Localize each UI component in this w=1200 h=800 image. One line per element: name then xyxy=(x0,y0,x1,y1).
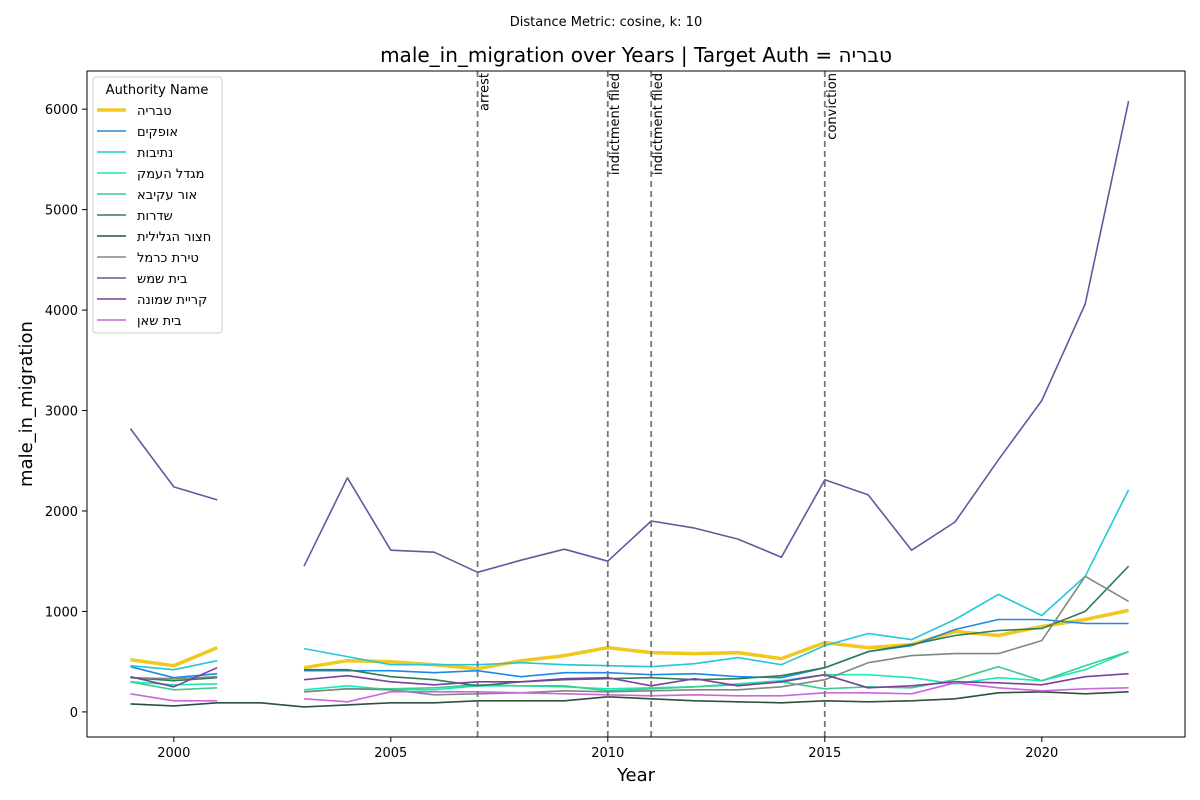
series-line xyxy=(130,618,1129,679)
x-tick-label: 2015 xyxy=(808,746,841,761)
event-label: indictment filed xyxy=(608,73,623,175)
legend-entry: נתיבות xyxy=(137,146,173,161)
y-tick-label: 1000 xyxy=(45,605,78,620)
legend-entry: אופקים xyxy=(137,125,178,140)
legend: Authority Name טבריה אופקים נתיבות מגדל העמ… xyxy=(92,76,223,334)
series-line xyxy=(129,100,1130,574)
y-tick-label: 0 xyxy=(70,706,78,721)
legend-entry: קריית שמונה xyxy=(137,293,207,308)
y-tick-label: 3000 xyxy=(45,405,78,420)
legend-entry: בית שאן xyxy=(137,314,182,329)
series-line xyxy=(130,608,1129,671)
series-line xyxy=(130,650,1129,691)
plot-area xyxy=(129,71,1130,737)
event-label: arrest xyxy=(478,73,493,111)
x-tick-label: 2020 xyxy=(1025,746,1058,761)
legend-entry: בית שמש xyxy=(137,272,187,287)
legend-entry: חצור הגלילית xyxy=(137,230,211,245)
legend-entry: אור עקיבא xyxy=(137,188,197,203)
legend-entry: מגדל העמק xyxy=(137,167,205,182)
y-tick-label: 4000 xyxy=(45,304,78,319)
series-line xyxy=(130,565,1130,687)
series-line xyxy=(130,691,1129,708)
series-line xyxy=(130,489,1130,671)
legend-box xyxy=(92,76,223,334)
y-axis-label: male_in_migration xyxy=(16,321,37,487)
legend-title: Authority Name xyxy=(106,83,209,98)
chart-title: male_in_migration over Years | Target Au… xyxy=(380,43,892,67)
event-label: conviction xyxy=(825,73,840,140)
x-tick-label: 2000 xyxy=(157,746,190,761)
y-tick-label: 2000 xyxy=(45,505,78,520)
x-axis-label: Year xyxy=(616,765,656,786)
x-tick-label: 2005 xyxy=(374,746,407,761)
event-label: indictment filed xyxy=(651,73,666,175)
series-line xyxy=(130,575,1130,696)
plot-frame xyxy=(86,70,1186,738)
y-tick-label: 5000 xyxy=(45,204,78,219)
chart-suptitle: Distance Metric: cosine, k: 10 xyxy=(510,15,702,30)
y-tick-label: 6000 xyxy=(45,103,78,118)
legend-entry: טבריה xyxy=(137,104,172,119)
series-line xyxy=(130,682,1129,703)
legend-entry: שדרות xyxy=(137,209,173,224)
legend-entry: טירת כרמל xyxy=(137,251,199,266)
series-line xyxy=(130,666,1129,689)
series-line xyxy=(130,650,1129,693)
x-tick-label: 2010 xyxy=(591,746,624,761)
